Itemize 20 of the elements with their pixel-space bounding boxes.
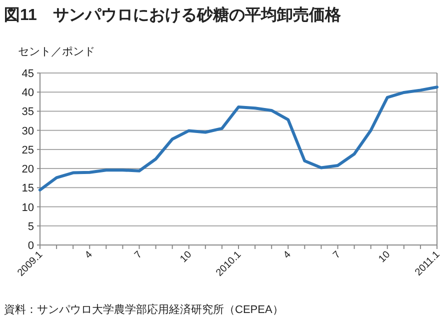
y-axis-title: セント／ポンド: [18, 46, 95, 58]
y-tick-label: 35: [22, 106, 34, 118]
x-tick-label: 10: [178, 249, 194, 265]
y-tick-label: 45: [22, 68, 34, 80]
x-tick-label: 4: [83, 249, 96, 262]
x-tick-label: 4: [282, 249, 294, 262]
y-tick-label: 20: [22, 164, 34, 176]
y-tick-label: 10: [22, 202, 34, 214]
chart-title: 図11 サンパウロにおける砂糖の平均卸売価格: [4, 6, 342, 24]
y-tick-label: 30: [22, 125, 34, 138]
x-tick-label: 7: [132, 249, 145, 262]
text: 資料：サンパウロ大学農学部応用経済研究所（CEPEA）: [4, 303, 284, 316]
x-tick-label: 10: [376, 249, 393, 265]
y-tick-label: 40: [22, 87, 34, 100]
y-tick-label: 25: [22, 144, 34, 156]
y-tick-label: 5: [28, 220, 34, 233]
line-series: [38, 86, 438, 192]
x-tick-label: 7: [331, 249, 344, 262]
y-tick-label: 0: [28, 240, 34, 252]
y-tick-label: 15: [22, 182, 34, 195]
